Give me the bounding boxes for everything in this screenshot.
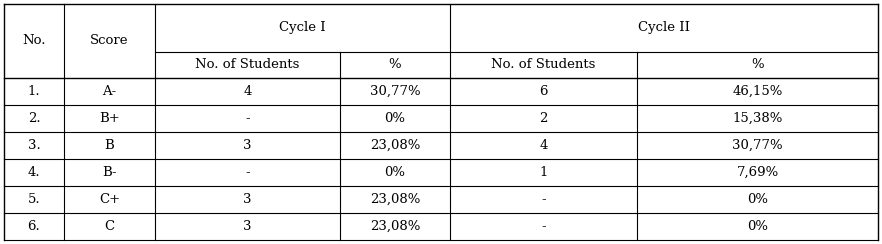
Text: -: - <box>245 112 250 125</box>
Text: -: - <box>542 193 546 206</box>
Text: B+: B+ <box>99 112 120 125</box>
Text: Score: Score <box>90 34 129 48</box>
Text: Cycle I: Cycle I <box>280 21 325 34</box>
Text: 1.: 1. <box>27 85 41 98</box>
Text: 5.: 5. <box>27 193 41 206</box>
Text: 3: 3 <box>243 193 251 206</box>
Text: 0%: 0% <box>385 112 406 125</box>
Text: 2: 2 <box>539 112 548 125</box>
Text: B: B <box>105 139 115 152</box>
Text: 4: 4 <box>539 139 548 152</box>
Text: 3.: 3. <box>27 139 41 152</box>
Text: 23,08%: 23,08% <box>370 139 420 152</box>
Text: -: - <box>245 166 250 179</box>
Text: 4.: 4. <box>27 166 41 179</box>
Text: 0%: 0% <box>747 220 768 233</box>
Text: 4: 4 <box>243 85 251 98</box>
Text: C+: C+ <box>99 193 120 206</box>
Text: No. of Students: No. of Students <box>195 59 300 71</box>
Text: No.: No. <box>22 34 46 48</box>
Text: -: - <box>542 220 546 233</box>
Text: A-: A- <box>102 85 116 98</box>
Text: 2.: 2. <box>27 112 41 125</box>
Text: 1: 1 <box>539 166 548 179</box>
Text: 23,08%: 23,08% <box>370 220 420 233</box>
Text: 30,77%: 30,77% <box>370 85 421 98</box>
Text: 46,15%: 46,15% <box>732 85 782 98</box>
Text: 6.: 6. <box>27 220 41 233</box>
Text: No. of Students: No. of Students <box>491 59 595 71</box>
Text: 0%: 0% <box>385 166 406 179</box>
Text: %: % <box>751 59 764 71</box>
Text: 15,38%: 15,38% <box>732 112 782 125</box>
Text: Cycle II: Cycle II <box>638 21 690 34</box>
Text: 23,08%: 23,08% <box>370 193 420 206</box>
Text: 6: 6 <box>539 85 548 98</box>
Text: 0%: 0% <box>747 193 768 206</box>
Text: 3: 3 <box>243 139 251 152</box>
Text: 3: 3 <box>243 220 251 233</box>
Text: B-: B- <box>102 166 116 179</box>
Text: %: % <box>389 59 401 71</box>
Text: 7,69%: 7,69% <box>736 166 779 179</box>
Text: 30,77%: 30,77% <box>732 139 783 152</box>
Text: C: C <box>104 220 115 233</box>
